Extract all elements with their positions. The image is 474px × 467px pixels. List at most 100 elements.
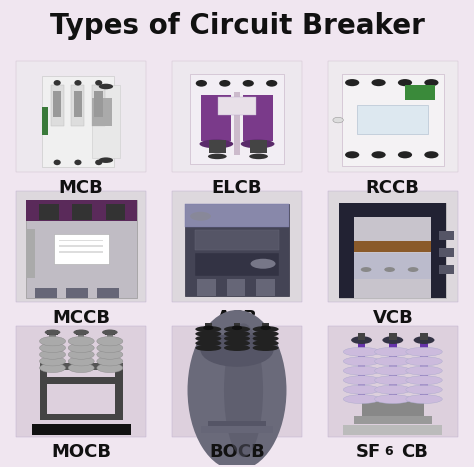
Bar (172, 191, 302, 303)
Ellipse shape (372, 79, 386, 86)
Ellipse shape (54, 80, 61, 85)
Ellipse shape (68, 363, 94, 373)
Text: Types of Circuit Breaker: Types of Circuit Breaker (50, 12, 424, 40)
Bar (185, 205, 289, 227)
Ellipse shape (195, 335, 221, 342)
Bar (389, 338, 397, 399)
Ellipse shape (253, 335, 279, 342)
Ellipse shape (195, 331, 221, 337)
Ellipse shape (196, 80, 207, 87)
Ellipse shape (97, 337, 123, 346)
Ellipse shape (99, 157, 113, 163)
Ellipse shape (253, 345, 279, 351)
Bar (26, 200, 137, 298)
Bar (105, 330, 115, 334)
Bar (16, 191, 146, 303)
Bar (343, 425, 442, 435)
Bar (59, 240, 103, 241)
Ellipse shape (68, 337, 94, 346)
Bar (197, 279, 216, 296)
Bar (209, 141, 226, 153)
Text: BOCB: BOCB (209, 444, 265, 461)
Ellipse shape (39, 337, 65, 346)
Bar (227, 279, 246, 296)
Text: CB: CB (401, 443, 428, 460)
Bar (234, 323, 240, 348)
Ellipse shape (39, 343, 65, 353)
Bar (51, 85, 64, 126)
Text: 6: 6 (384, 446, 393, 458)
Bar (73, 204, 92, 219)
Bar (190, 74, 284, 163)
Bar (92, 85, 105, 126)
Bar (16, 61, 146, 172)
Bar (35, 288, 57, 298)
Ellipse shape (190, 212, 211, 221)
Ellipse shape (219, 80, 230, 87)
Ellipse shape (374, 357, 411, 366)
Text: ELCB: ELCB (212, 179, 262, 197)
Bar (94, 91, 103, 117)
Ellipse shape (68, 350, 94, 359)
Ellipse shape (424, 79, 438, 86)
Bar (339, 203, 355, 298)
Ellipse shape (74, 80, 82, 85)
Bar (218, 97, 256, 114)
Bar (39, 367, 47, 420)
Bar (91, 99, 112, 126)
Ellipse shape (398, 79, 412, 86)
Ellipse shape (39, 357, 65, 366)
Ellipse shape (374, 366, 411, 375)
Ellipse shape (351, 336, 372, 344)
Ellipse shape (253, 326, 279, 333)
Bar (72, 85, 84, 126)
Ellipse shape (374, 376, 411, 385)
Ellipse shape (266, 80, 277, 87)
Ellipse shape (97, 343, 123, 353)
Ellipse shape (95, 160, 102, 165)
Bar (205, 323, 211, 348)
Ellipse shape (345, 151, 359, 158)
Bar (328, 191, 458, 303)
Ellipse shape (406, 357, 442, 366)
Bar (420, 338, 428, 399)
Bar (201, 95, 231, 141)
Bar (355, 241, 431, 253)
Ellipse shape (73, 330, 89, 335)
Bar (339, 203, 446, 298)
Bar (358, 338, 365, 399)
Ellipse shape (408, 267, 419, 272)
Bar (195, 230, 279, 250)
Ellipse shape (200, 140, 233, 149)
Bar (91, 85, 120, 158)
Bar (78, 334, 84, 368)
Ellipse shape (253, 340, 279, 347)
Bar (172, 325, 302, 437)
Bar (243, 95, 273, 141)
Bar (263, 323, 269, 348)
Ellipse shape (243, 80, 254, 87)
Ellipse shape (414, 336, 435, 344)
Bar (405, 85, 436, 100)
Ellipse shape (102, 330, 118, 335)
Bar (39, 414, 123, 420)
Ellipse shape (195, 345, 221, 351)
Ellipse shape (95, 80, 102, 85)
Ellipse shape (372, 151, 386, 158)
Text: MCCB: MCCB (52, 309, 110, 327)
Ellipse shape (343, 376, 380, 385)
Bar (195, 253, 279, 276)
Bar (42, 76, 114, 167)
Bar (185, 205, 289, 296)
Ellipse shape (68, 343, 94, 353)
Bar (431, 203, 446, 298)
Text: ACB: ACB (217, 309, 257, 327)
Bar (358, 333, 365, 340)
Bar (439, 248, 454, 257)
Ellipse shape (406, 366, 442, 375)
Ellipse shape (68, 357, 94, 366)
Ellipse shape (361, 267, 372, 272)
Bar (42, 107, 48, 135)
Bar (201, 426, 273, 432)
Ellipse shape (406, 347, 442, 356)
